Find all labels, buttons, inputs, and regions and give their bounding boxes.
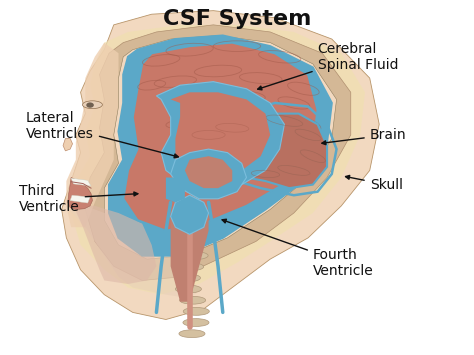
Polygon shape: [68, 178, 92, 209]
Polygon shape: [66, 206, 199, 298]
Polygon shape: [66, 43, 118, 227]
Polygon shape: [237, 114, 327, 188]
Text: CSF System: CSF System: [163, 9, 311, 29]
Polygon shape: [171, 195, 209, 234]
Polygon shape: [63, 138, 73, 151]
Ellipse shape: [183, 307, 210, 315]
Polygon shape: [185, 156, 232, 188]
Ellipse shape: [180, 296, 206, 304]
Text: Fourth
Ventricle: Fourth Ventricle: [222, 219, 374, 278]
Text: Third
Ventricle: Third Ventricle: [19, 184, 138, 214]
Ellipse shape: [178, 263, 204, 271]
Ellipse shape: [183, 319, 209, 327]
Ellipse shape: [175, 285, 201, 293]
Ellipse shape: [182, 252, 208, 260]
Polygon shape: [156, 82, 284, 192]
Polygon shape: [85, 25, 351, 280]
Polygon shape: [123, 43, 318, 231]
Ellipse shape: [174, 274, 201, 282]
Polygon shape: [104, 36, 337, 259]
Ellipse shape: [82, 101, 102, 109]
Polygon shape: [166, 174, 185, 202]
Polygon shape: [70, 195, 90, 203]
Polygon shape: [171, 149, 246, 199]
Text: Brain: Brain: [322, 128, 406, 145]
Ellipse shape: [86, 102, 94, 108]
Text: Skull: Skull: [346, 175, 403, 192]
Polygon shape: [109, 36, 332, 256]
Polygon shape: [171, 202, 209, 302]
Polygon shape: [71, 25, 365, 295]
Polygon shape: [71, 178, 91, 186]
Ellipse shape: [179, 330, 205, 338]
Polygon shape: [62, 11, 379, 320]
Text: Lateral
Ventricles: Lateral Ventricles: [26, 111, 178, 158]
Text: Cerebral
Spinal Fluid: Cerebral Spinal Fluid: [258, 42, 398, 90]
Polygon shape: [73, 206, 156, 284]
Polygon shape: [171, 92, 270, 178]
